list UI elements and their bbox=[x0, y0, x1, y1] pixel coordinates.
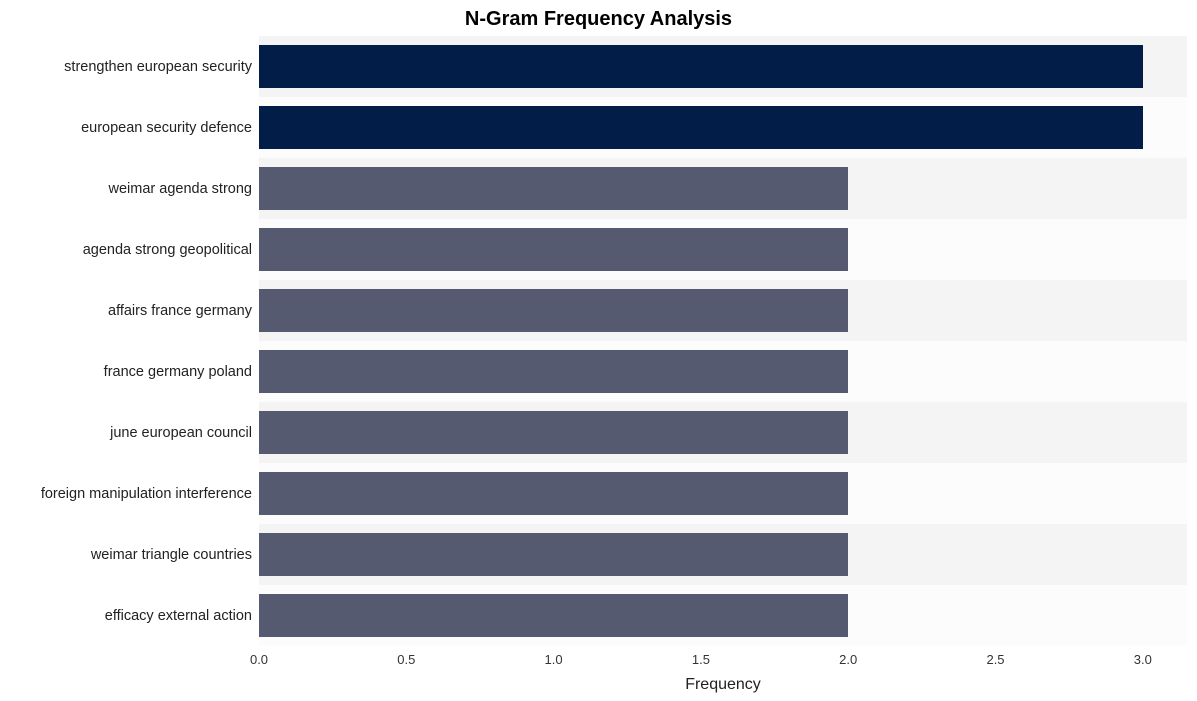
y-tick-label: foreign manipulation interference bbox=[41, 486, 252, 502]
x-tick-label: 2.0 bbox=[839, 652, 857, 667]
x-tick-label: 0.5 bbox=[397, 652, 415, 667]
y-tick-label: agenda strong geopolitical bbox=[83, 242, 252, 258]
x-tick-label: 1.0 bbox=[545, 652, 563, 667]
chart-title: N-Gram Frequency Analysis bbox=[0, 8, 1197, 31]
y-tick-label: affairs france germany bbox=[108, 303, 252, 319]
bar bbox=[259, 167, 848, 211]
x-tick-label: 1.5 bbox=[692, 652, 710, 667]
row-band bbox=[259, 36, 1187, 97]
row-band bbox=[259, 97, 1187, 158]
row-band bbox=[259, 280, 1187, 341]
y-tick-label: european security defence bbox=[81, 120, 252, 136]
y-tick-label: france germany poland bbox=[104, 364, 252, 380]
bar bbox=[259, 289, 848, 333]
plot-area: Frequency 0.00.51.01.52.02.53.0strengthe… bbox=[259, 36, 1187, 646]
x-tick-label: 3.0 bbox=[1134, 652, 1152, 667]
bar bbox=[259, 45, 1143, 89]
bar bbox=[259, 350, 848, 394]
y-tick-label: strengthen european security bbox=[64, 59, 252, 75]
y-tick-label: weimar agenda strong bbox=[109, 181, 252, 197]
y-tick-label: efficacy external action bbox=[105, 608, 252, 624]
bar bbox=[259, 594, 848, 638]
ngram-chart: N-Gram Frequency Analysis Frequency 0.00… bbox=[0, 0, 1197, 701]
row-band bbox=[259, 158, 1187, 219]
x-tick-label: 2.5 bbox=[986, 652, 1004, 667]
bar bbox=[259, 228, 848, 272]
row-band bbox=[259, 463, 1187, 524]
x-tick-label: 0.0 bbox=[250, 652, 268, 667]
row-band bbox=[259, 585, 1187, 646]
row-band bbox=[259, 219, 1187, 280]
row-band bbox=[259, 402, 1187, 463]
row-band bbox=[259, 524, 1187, 585]
bar bbox=[259, 411, 848, 455]
rows-layer bbox=[259, 36, 1187, 646]
y-tick-label: june european council bbox=[110, 425, 252, 441]
y-tick-label: weimar triangle countries bbox=[91, 547, 252, 563]
bar bbox=[259, 472, 848, 516]
bar bbox=[259, 106, 1143, 150]
row-band bbox=[259, 341, 1187, 402]
x-axis-label: Frequency bbox=[685, 676, 761, 694]
bar bbox=[259, 533, 848, 577]
